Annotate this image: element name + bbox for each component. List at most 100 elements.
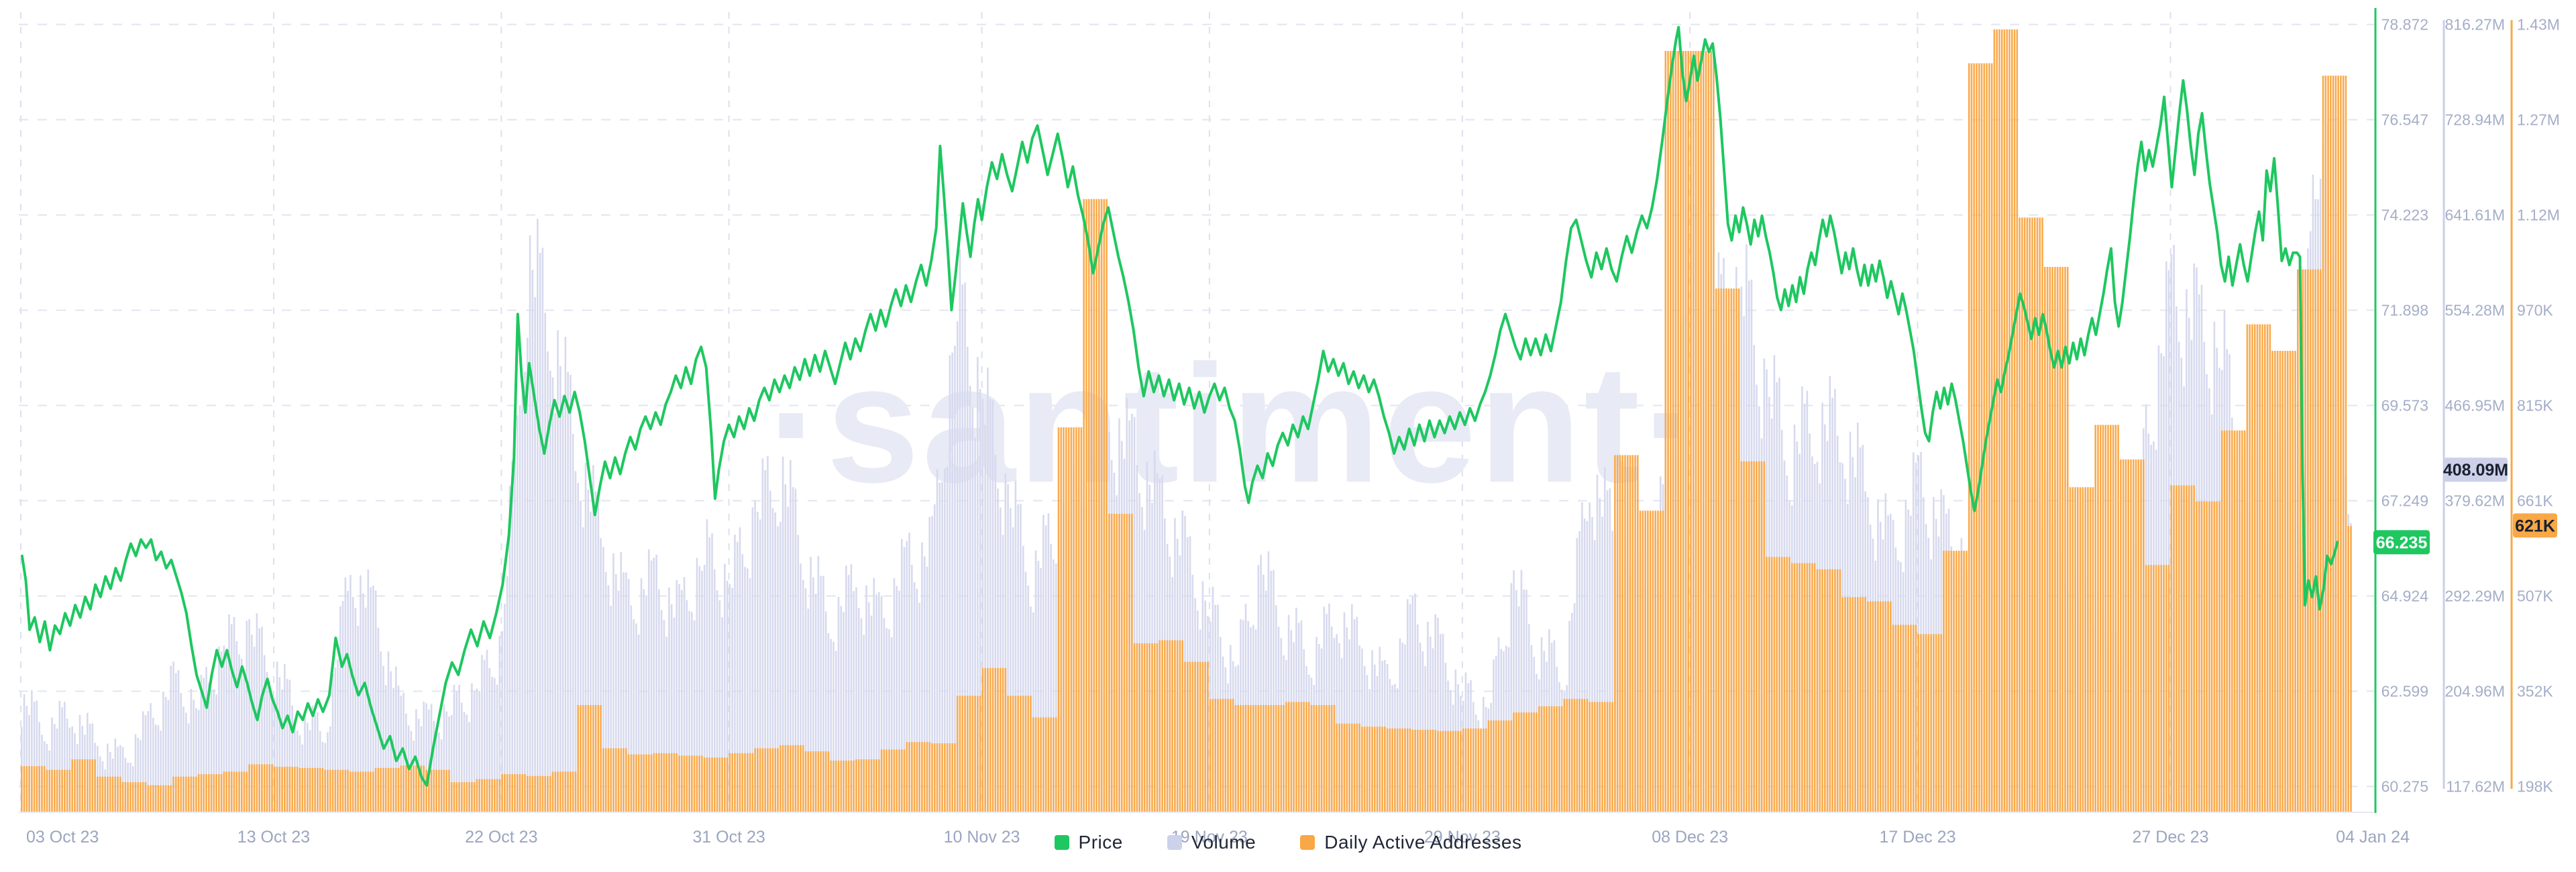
daa-bar (830, 760, 832, 812)
daa-bar (1563, 698, 1566, 812)
daa-bar (617, 748, 620, 812)
volume-bar (253, 647, 256, 812)
volume-bar (971, 406, 974, 812)
daa-bar (104, 776, 107, 812)
daa-bar (207, 774, 210, 812)
daa-bar (676, 753, 678, 812)
volume-bar (1356, 616, 1358, 812)
price-axis-label: 62.599 (2381, 683, 2428, 700)
daa-bar (25, 766, 28, 812)
volume-bar (160, 730, 162, 812)
volume-bar (1012, 527, 1014, 812)
daa-bar (235, 771, 238, 812)
volume-bar (751, 507, 754, 812)
price-current-badge-text: 66.235 (2376, 533, 2428, 552)
volume-bar (954, 345, 956, 812)
volume-bar (200, 675, 203, 812)
legend-item-volume[interactable]: Volume (1167, 832, 1256, 853)
daa-bar (1067, 427, 1070, 812)
daa-bar (253, 764, 256, 812)
daa-bar (2165, 565, 2167, 812)
volume-bar (1399, 638, 1401, 812)
volume-bar (455, 691, 458, 812)
daa-bar (800, 745, 802, 812)
volume-bar (660, 610, 663, 812)
daa-bar (410, 765, 413, 812)
daa-bar (2031, 217, 2033, 812)
volume-bar (170, 665, 172, 812)
daa-bar (2322, 75, 2324, 812)
daa-bar (1361, 726, 1363, 812)
daa-bar (1055, 717, 1057, 812)
daa-bar (1887, 601, 1889, 812)
daa-bar (1283, 705, 1285, 812)
volume-bar (979, 388, 981, 812)
daa-bar (911, 742, 913, 812)
daa-bar (2198, 501, 2200, 812)
daa-bar (1834, 569, 1836, 812)
volume-bar (1520, 569, 1523, 812)
volume-bar (1439, 634, 1442, 812)
daa-bar (162, 785, 164, 812)
date-tick-label: 27 Dec 23 (2133, 828, 2209, 847)
daa-bar (1766, 557, 1768, 812)
volume-bar (833, 641, 835, 812)
volume-bar (592, 465, 594, 812)
volume-bar (380, 651, 382, 812)
volume-bar (551, 377, 554, 812)
daa-bar (691, 755, 693, 812)
daa-bar (1310, 705, 1313, 812)
daa-bar (749, 753, 751, 812)
volume-bar (317, 712, 319, 812)
legend-item-daa[interactable]: Daily Active Addresses (1300, 832, 1521, 853)
daa-bar (2082, 487, 2084, 812)
daa-bar (129, 782, 131, 812)
volume-bar (443, 704, 445, 812)
daa-bar (200, 774, 203, 812)
daa-bar (867, 759, 870, 812)
daa-bar (220, 774, 223, 812)
legend-item-price[interactable]: Price (1054, 832, 1123, 853)
daa-bar (1242, 705, 1244, 812)
daa-bar (1340, 723, 1343, 812)
daa-bar (190, 776, 193, 812)
daa-bar (746, 753, 749, 812)
daa-bar (1470, 728, 1472, 812)
daa-bar (111, 776, 114, 812)
daa-bar (1265, 705, 1267, 812)
volume-bar (1263, 574, 1265, 812)
volume-bar (724, 563, 726, 812)
daa-bar (607, 748, 610, 812)
volume-bar (896, 586, 898, 812)
volume-bar (749, 578, 751, 812)
daa-bar (1012, 696, 1014, 812)
daa-bar (109, 776, 111, 812)
daa-bar (949, 743, 951, 812)
daa-bar (2307, 269, 2309, 812)
volume-bar (865, 585, 867, 812)
daa-bar (2097, 425, 2099, 812)
daa-bar (2324, 75, 2327, 812)
daa-bar (584, 705, 587, 812)
volume-bar (683, 577, 686, 812)
daa-bar (1664, 50, 1667, 812)
daa-bar (2125, 459, 2127, 812)
daa-bar (2229, 430, 2231, 812)
daa-bar (1684, 50, 1687, 812)
volume-bar (1037, 561, 1040, 812)
volume-bar (137, 737, 140, 812)
daa-bar (1131, 513, 1133, 812)
volume-axis-label: 292.29M (2445, 588, 2505, 605)
volume-bar (364, 607, 367, 812)
daa-bar (888, 749, 890, 812)
daa-bar (1406, 728, 1409, 812)
daa-bar (625, 748, 627, 812)
volume-bar (888, 629, 890, 812)
daa-bar (964, 696, 966, 812)
volume-bar (218, 646, 220, 812)
volume-bar (673, 617, 676, 812)
daa-bar (1507, 720, 1510, 812)
volume-bar (1351, 604, 1353, 812)
daa-bar (1540, 706, 1543, 812)
